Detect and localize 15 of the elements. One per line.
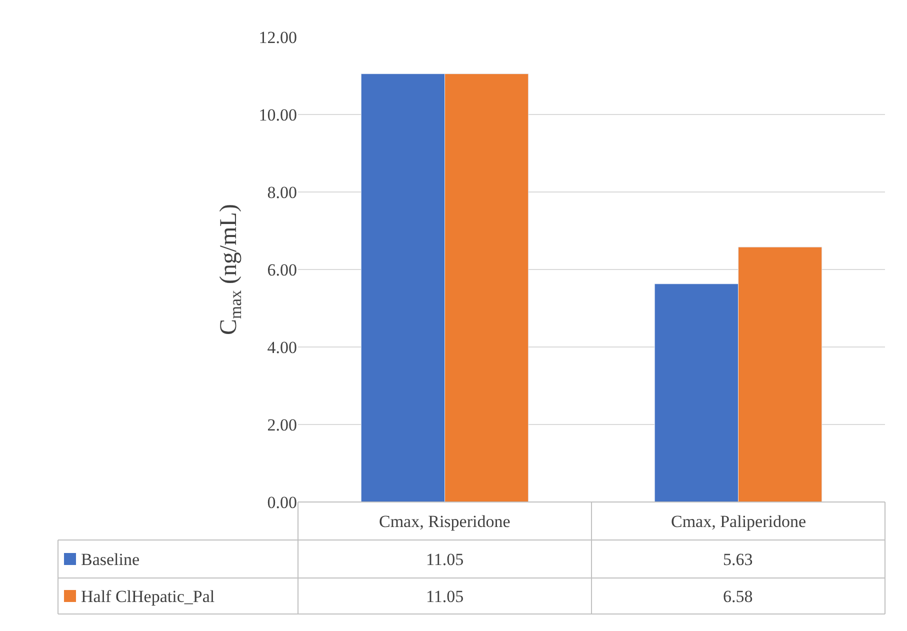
data-label: 6.58 <box>723 587 753 606</box>
y-tick-label: 0.00 <box>267 492 297 512</box>
data-label: 11.05 <box>426 550 464 569</box>
y-tick-label: 6.00 <box>267 260 297 280</box>
data-label: 5.63 <box>723 550 753 569</box>
y-tick-label: 4.00 <box>267 338 297 357</box>
y-tick-label: 2.00 <box>267 415 297 434</box>
x-tick-label: Cmax, Risperidone <box>379 512 510 531</box>
y-tick-label: 8.00 <box>267 182 297 202</box>
y-tick-label: 12.00 <box>258 28 297 47</box>
legend-label: Baseline <box>81 550 140 569</box>
data-label: 11.05 <box>426 587 464 606</box>
legend-label: Half ClHepatic_Pal <box>81 587 215 606</box>
y-tick-label: 10.00 <box>258 105 297 124</box>
x-tick-label: Cmax, Paliperidone <box>671 512 806 531</box>
